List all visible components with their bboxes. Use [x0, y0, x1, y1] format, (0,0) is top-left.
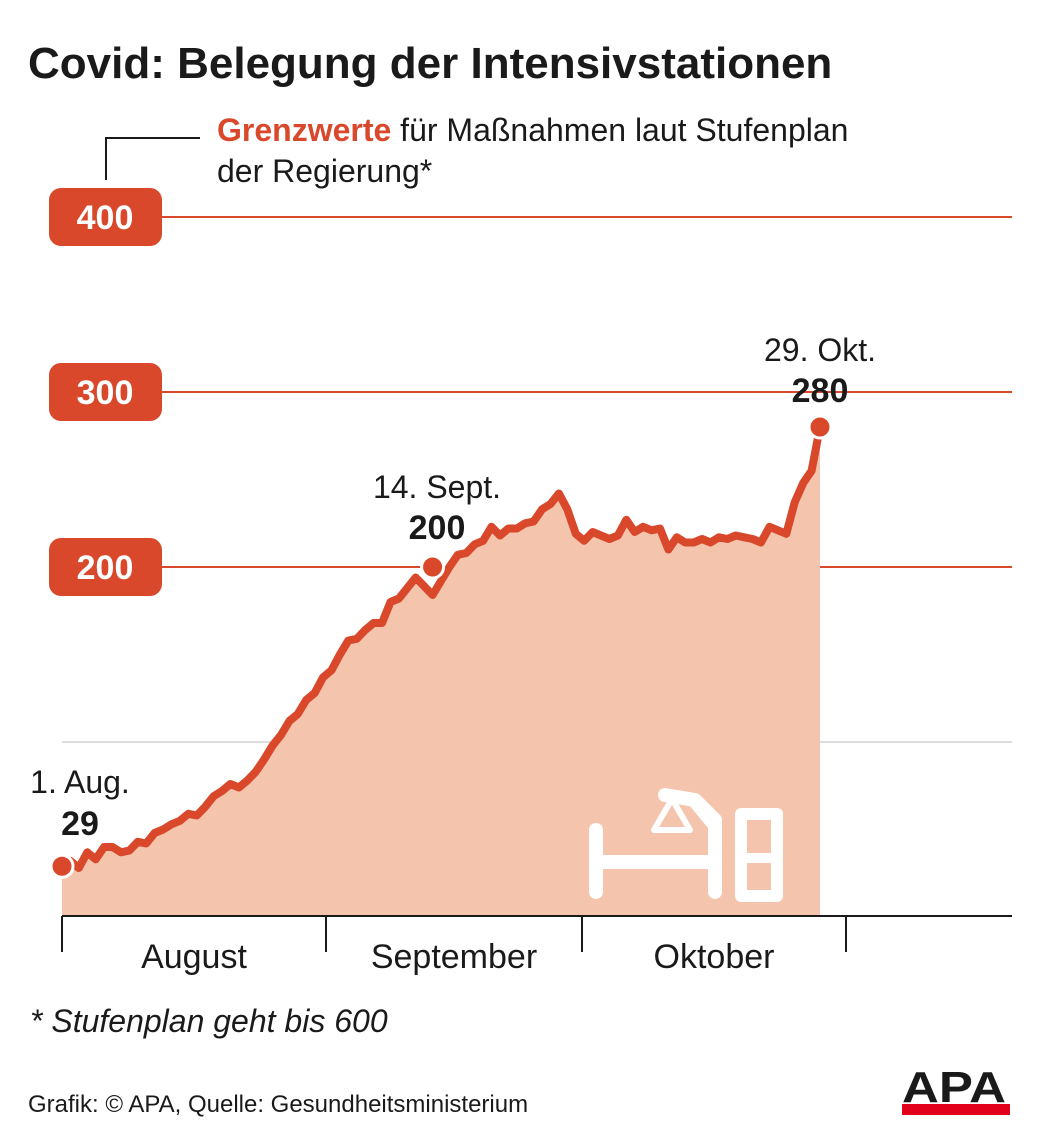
hospital-bed-icon	[589, 788, 783, 902]
annotation-value-start: 29	[61, 805, 99, 843]
threshold-pill-400	[49, 188, 162, 246]
legend: Grenzwerte für Maßnahmen laut Stufenplan…	[105, 112, 848, 189]
annotation-date-start: 1. Aug.	[30, 764, 130, 800]
threshold-label-200: 200	[77, 549, 134, 587]
annotation-value-mid: 200	[409, 509, 466, 547]
annotation-value-end: 280	[792, 372, 849, 410]
annotation-markers	[49, 414, 833, 879]
threshold-pill-200	[49, 538, 162, 596]
footnote: * Stufenplan geht bis 600	[30, 1003, 388, 1039]
threshold-pill-300	[49, 363, 162, 421]
annotation-point	[807, 414, 833, 440]
month-label-august: August	[141, 938, 247, 976]
apa-logo-bar	[902, 1104, 1010, 1115]
apa-logo-text: APA	[902, 1063, 1006, 1112]
data-area	[62, 427, 820, 916]
data-line	[58, 423, 824, 872]
legend-line2: der Regierung*	[217, 153, 432, 189]
annotation-point	[420, 554, 446, 580]
chart-title: Covid: Belegung der Intensivstationen	[28, 39, 832, 88]
annotation-point	[49, 853, 75, 879]
annotation-date-end: 29. Okt.	[764, 332, 876, 368]
legend-line1-rest: für Maßnahmen laut Stufenplan	[391, 112, 848, 148]
legend-highlight: Grenzwerte	[217, 112, 391, 148]
apa-logo: APA	[902, 1063, 1010, 1115]
legend-line1: Grenzwerte für Maßnahmen laut Stufenplan	[217, 112, 848, 148]
legend-bracket	[105, 137, 200, 180]
annotation-date-mid: 14. Sept.	[373, 469, 501, 505]
x-axis: August September Oktober	[61, 915, 1012, 976]
threshold-label-400: 400	[77, 199, 134, 237]
month-label-september: September	[371, 938, 537, 976]
threshold-label-300: 300	[77, 374, 134, 412]
month-label-oktober: Oktober	[654, 938, 775, 976]
source-credit: Grafik: © APA, Quelle: Gesundheitsminist…	[28, 1091, 528, 1118]
